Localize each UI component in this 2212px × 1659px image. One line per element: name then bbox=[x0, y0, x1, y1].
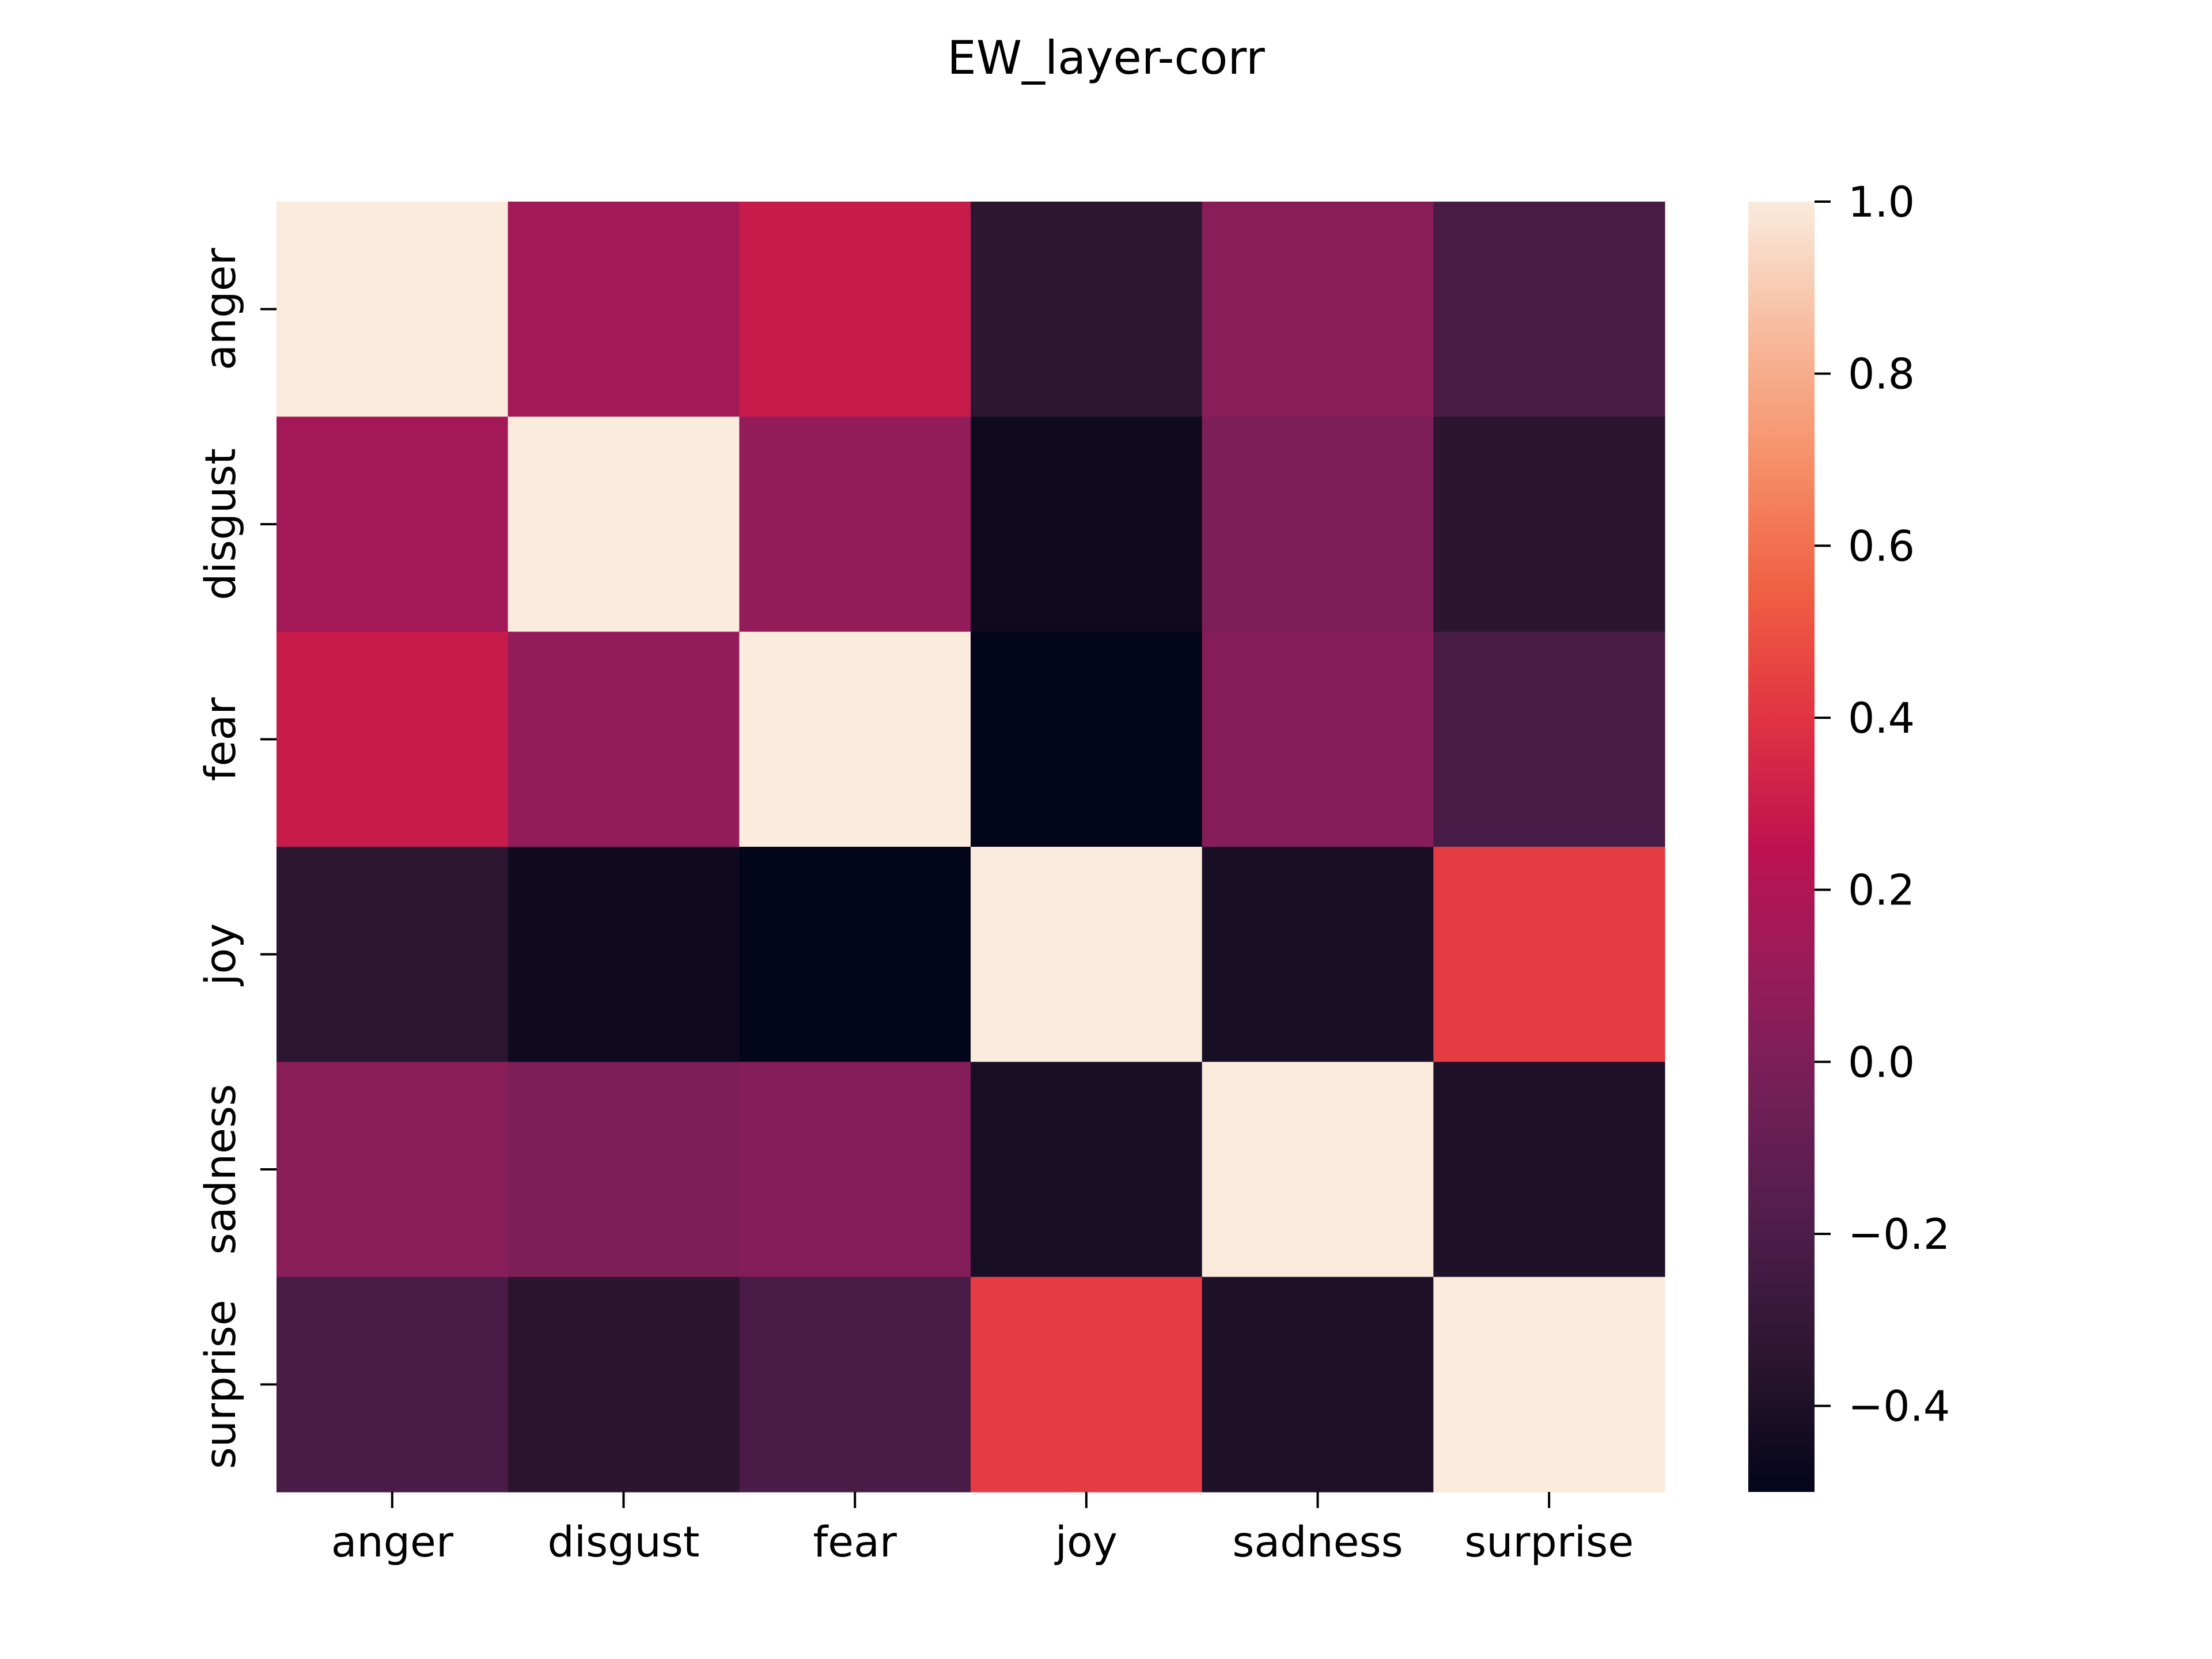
colorbar-tick-label: −0.2 bbox=[1848, 1210, 1950, 1259]
colorbar-tick-label: 0.6 bbox=[1848, 522, 1915, 571]
heatmap-cell-sadness-anger bbox=[276, 1062, 509, 1278]
x-tick-label: sadness bbox=[1232, 1518, 1403, 1567]
colorbar-tick-label: 0.8 bbox=[1848, 350, 1915, 399]
heatmap-cell-disgust-fear bbox=[739, 416, 971, 632]
heatmap-cell-disgust-anger bbox=[276, 416, 509, 632]
heatmap-cell-fear-sadness bbox=[1202, 631, 1434, 847]
y-tick-label: anger bbox=[196, 248, 245, 370]
heatmap-cell-sadness-sadness bbox=[1202, 1062, 1434, 1278]
heatmap-cell-joy-anger bbox=[276, 847, 509, 1062]
heatmap-cell-surprise-disgust bbox=[507, 1277, 740, 1493]
y-tick-label: disgust bbox=[196, 448, 245, 600]
colorbar-tick-label: 0.0 bbox=[1848, 1038, 1915, 1087]
heatmap-cell-surprise-joy bbox=[971, 1277, 1203, 1493]
heatmap-cell-anger-disgust bbox=[507, 202, 740, 417]
heatmap-cell-surprise-anger bbox=[276, 1277, 509, 1493]
heatmap-cell-anger-fear bbox=[739, 202, 971, 417]
y-tick-label: sadness bbox=[196, 1084, 245, 1255]
heatmap-cell-sadness-disgust bbox=[507, 1062, 740, 1278]
heatmap-cell-anger-surprise bbox=[1433, 202, 1665, 417]
x-axis: anger disgust fear joy sadness surprise bbox=[331, 1492, 1634, 1567]
heatmap-cell-joy-joy bbox=[971, 847, 1203, 1062]
colorbar: 1.0 0.8 0.6 0.4 0.2 0.0 −0.2 −0.4 bbox=[1748, 178, 1950, 1492]
heatmap-cell-anger-joy bbox=[971, 202, 1203, 417]
heatmap-cell-joy-fear bbox=[739, 847, 971, 1062]
y-axis: anger disgust fear joy sadness surprise bbox=[196, 248, 276, 1469]
heatmap-cell-joy-surprise bbox=[1433, 847, 1665, 1062]
heatmap-cell-fear-disgust bbox=[507, 631, 740, 847]
x-tick-label: disgust bbox=[548, 1518, 700, 1567]
heatmap-cell-disgust-disgust bbox=[507, 416, 740, 632]
heatmap-cell-surprise-surprise bbox=[1433, 1277, 1665, 1493]
heatmap-cell-sadness-joy bbox=[971, 1062, 1203, 1278]
heatmap-cell-joy-disgust bbox=[507, 847, 740, 1062]
colorbar-gradient bbox=[1748, 202, 1815, 1492]
chart-title: EW_layer-corr bbox=[947, 31, 1265, 85]
heatmap-cells bbox=[276, 202, 1665, 1493]
heatmap-cell-anger-sadness bbox=[1202, 202, 1434, 417]
x-tick-label: surprise bbox=[1464, 1518, 1634, 1567]
y-tick-label: surprise bbox=[196, 1300, 245, 1469]
x-tick-label: joy bbox=[1054, 1518, 1118, 1567]
heatmap-cell-joy-sadness bbox=[1202, 847, 1434, 1062]
heatmap-cell-fear-fear bbox=[739, 631, 971, 847]
y-tick-label: fear bbox=[196, 697, 245, 781]
heatmap-cell-disgust-surprise bbox=[1433, 416, 1665, 632]
heatmap-cell-disgust-sadness bbox=[1202, 416, 1434, 632]
heatmap-cell-fear-surprise bbox=[1433, 631, 1665, 847]
heatmap-cell-surprise-sadness bbox=[1202, 1277, 1434, 1493]
x-tick-label: fear bbox=[813, 1518, 897, 1567]
heatmap-cell-surprise-fear bbox=[739, 1277, 971, 1493]
heatmap-cell-anger-anger bbox=[276, 202, 509, 417]
colorbar-tick-label: 1.0 bbox=[1848, 178, 1915, 227]
colorbar-tick-label: −0.4 bbox=[1848, 1382, 1950, 1431]
colorbar-tick-label: 0.4 bbox=[1848, 694, 1915, 743]
heatmap-cell-fear-joy bbox=[971, 631, 1203, 847]
colorbar-tick-label: 0.2 bbox=[1848, 866, 1915, 915]
y-tick-label: joy bbox=[196, 923, 245, 987]
heatmap-cell-sadness-surprise bbox=[1433, 1062, 1665, 1278]
heatmap-cell-sadness-fear bbox=[739, 1062, 971, 1278]
heatmap-cell-fear-anger bbox=[276, 631, 509, 847]
x-tick-label: anger bbox=[331, 1518, 454, 1567]
heatmap-cell-disgust-joy bbox=[971, 416, 1203, 632]
